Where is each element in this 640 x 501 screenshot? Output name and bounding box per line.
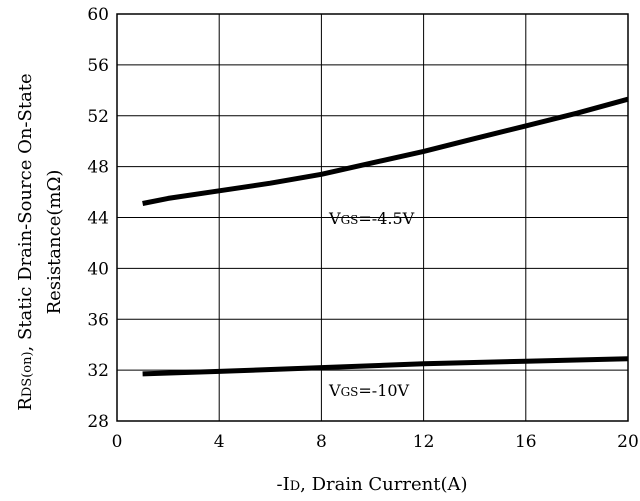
x-tick-label: 12	[413, 432, 435, 452]
y-tick-label: 44	[87, 209, 109, 229]
x-tick-label: 20	[617, 432, 639, 452]
x-tick-label: 4	[214, 432, 225, 452]
series-labels: VGS=-4.5V VGS=-10V	[328, 209, 415, 400]
x-tick-label: 16	[515, 432, 537, 452]
series-line-0	[142, 96, 629, 206]
y-tick-label: 36	[87, 310, 109, 330]
x-tick-label: 8	[316, 432, 327, 452]
y-tick-label: 52	[87, 107, 109, 127]
series-line-1	[142, 356, 629, 377]
y-tick-label: 60	[87, 5, 109, 25]
y-tick-label: 48	[87, 158, 109, 178]
series-label-vgs-10v: VGS=-10V	[328, 381, 410, 400]
series-group	[142, 96, 629, 377]
y-tick-label: 40	[87, 259, 109, 279]
y-axis-label-line2: Resistance(mΩ)	[44, 170, 65, 315]
y-tick-label: 56	[87, 56, 109, 76]
x-axis-label: -ID, Drain Current(A)	[276, 474, 467, 495]
plot-frame	[116, 13, 629, 422]
y-tick-label: 32	[87, 361, 109, 381]
x-tick-label: 0	[112, 432, 123, 452]
y-tick-label: 28	[87, 412, 109, 432]
y-axis-label-line1: RDS(on), Static Drain-Source On-State	[15, 73, 36, 410]
series-label-vgs-4-5v: VGS=-4.5V	[328, 209, 415, 228]
y-axis-label: RDS(on), Static Drain-Source On-State Re…	[15, 73, 65, 410]
grid	[117, 14, 628, 421]
